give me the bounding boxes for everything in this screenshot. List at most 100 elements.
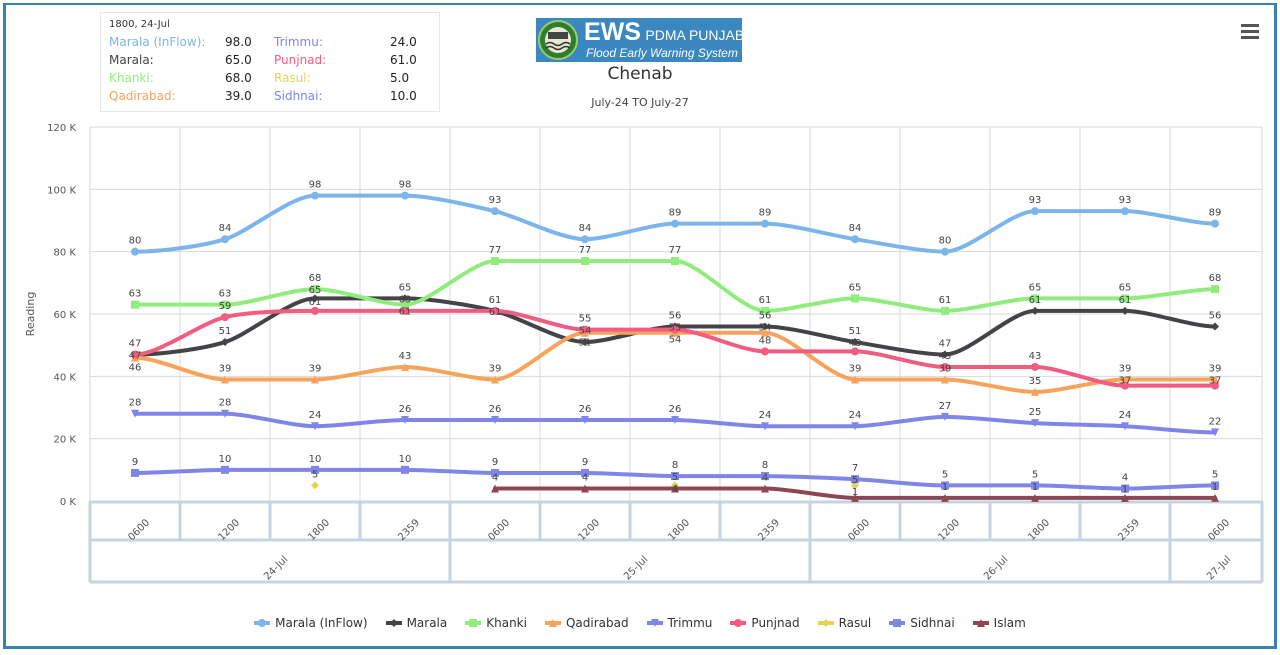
data-label: 24 <box>759 410 772 421</box>
series-marala-inflow- <box>131 191 1219 256</box>
tooltip-value: 10.0 <box>390 89 417 103</box>
marker-diamond <box>941 350 949 359</box>
marker-square <box>401 300 409 309</box>
legend-item[interactable]: Marala <box>385 616 448 630</box>
legend-item[interactable]: Rasul <box>817 616 871 630</box>
marker-circle <box>851 347 859 356</box>
data-label: 22 <box>1209 416 1222 427</box>
marker-triangle <box>548 619 557 627</box>
data-label: 28 <box>129 398 142 409</box>
data-label: 55 <box>579 314 592 325</box>
data-label: 1 <box>852 487 858 498</box>
legend-item[interactable]: Islam <box>972 616 1026 630</box>
data-label: 93 <box>1029 195 1042 206</box>
marker-circle <box>581 235 589 244</box>
tooltip-value: 68.0 <box>225 71 252 85</box>
marker-square <box>491 468 499 477</box>
data-label: 65 <box>849 282 862 293</box>
data-label: 10 <box>399 454 412 465</box>
legend-item[interactable]: Trimmu <box>646 616 712 630</box>
marker-triangle <box>581 484 589 493</box>
series-punjnad <box>131 306 1219 390</box>
y-axis-title: Reading <box>24 292 37 337</box>
marker-triangle <box>1031 493 1039 502</box>
marker-circle <box>401 306 409 315</box>
marker-circle <box>671 325 679 334</box>
marker-circle <box>1211 219 1219 228</box>
marker-circle <box>734 619 743 627</box>
logo-subtext: Flood Early Warning System <box>586 46 738 60</box>
marker-circle <box>761 219 769 228</box>
data-label: 9 <box>492 457 498 468</box>
marker-circle <box>258 619 267 627</box>
legend-item[interactable]: Marala (InFlow) <box>254 616 368 630</box>
data-label: 51 <box>579 338 592 349</box>
marker-circle <box>1031 362 1039 371</box>
marker-square <box>1031 481 1039 490</box>
legend-item[interactable]: Qadirabad <box>544 616 629 630</box>
legend-symbol-icon <box>817 619 834 627</box>
tooltip-series-name: Punjnad: <box>274 53 327 67</box>
marker-circle <box>491 207 499 216</box>
data-label: 4 <box>1122 473 1128 484</box>
marker-square <box>1211 285 1219 294</box>
logo-side-text: PDMA PUNJAB <box>645 27 745 43</box>
marker-triangle <box>761 484 769 493</box>
legend-item[interactable]: Khanki <box>465 616 527 630</box>
legend-label: Marala (InFlow) <box>275 616 368 630</box>
y-tick-label: 40 K <box>54 372 77 383</box>
tooltip-row: Sidhnai: 10.0 <box>274 89 439 107</box>
data-label: 61 <box>1029 295 1042 306</box>
data-label: 84 <box>219 223 232 234</box>
marker-circle <box>941 362 949 371</box>
legend-label: Marala <box>406 616 448 630</box>
tooltip-value: 65.0 <box>225 53 252 67</box>
marker-square <box>851 475 859 484</box>
marker-triangle <box>1211 375 1219 384</box>
chart-title: Chenab <box>607 64 673 84</box>
marker-square <box>761 472 769 481</box>
data-label: 26 <box>579 404 592 415</box>
x-group-label: 24-Jul <box>262 554 290 582</box>
marker-square <box>221 300 229 309</box>
data-label: 61 <box>759 295 772 306</box>
marker-square <box>893 619 902 627</box>
tooltip-value: 61.0 <box>390 53 417 67</box>
marker-square <box>469 619 478 627</box>
legend-symbol-icon <box>730 619 747 627</box>
data-label: 1 <box>1032 482 1038 493</box>
marker-square <box>941 481 949 490</box>
tooltip-series-name: Marala (InFlow): <box>109 35 206 49</box>
data-label: 61 <box>399 306 412 317</box>
marker-diamond <box>1031 306 1039 315</box>
legend-item[interactable]: Punjnad <box>730 616 800 630</box>
data-label: 56 <box>759 310 772 321</box>
data-label: 39 <box>219 363 232 374</box>
legend-item[interactable]: Sidhnai <box>889 616 955 630</box>
marker-triangle <box>976 619 985 627</box>
x-group-label: 27-Jul <box>1205 554 1233 582</box>
marker-square <box>581 468 589 477</box>
marker-square <box>581 257 589 266</box>
ews-logo: EWS PDMA PUNJAB Flood Early Warning Syst… <box>536 18 745 62</box>
data-label: 80 <box>939 236 952 247</box>
data-label: 39 <box>489 363 502 374</box>
data-label: 48 <box>759 335 772 346</box>
marker-diamond <box>401 294 409 303</box>
marker-triangle-down <box>851 422 859 431</box>
data-label: 89 <box>759 208 772 219</box>
data-label: 43 <box>399 351 412 362</box>
tooltip-series-name: Rasul: <box>274 71 311 85</box>
marker-circle <box>491 306 499 315</box>
data-label: 1 <box>1212 482 1218 493</box>
marker-triangle-down <box>311 422 319 431</box>
tooltip-value: 98.0 <box>225 35 252 49</box>
legend-symbol-icon <box>972 619 989 627</box>
marker-diamond <box>389 619 398 627</box>
data-label: 77 <box>669 245 682 256</box>
data-label: 65 <box>1119 282 1132 293</box>
marker-circle <box>761 347 769 356</box>
data-label: 55 <box>669 322 682 333</box>
data-label: 59 <box>219 301 232 312</box>
hamburger-menu-icon[interactable] <box>1241 24 1259 40</box>
